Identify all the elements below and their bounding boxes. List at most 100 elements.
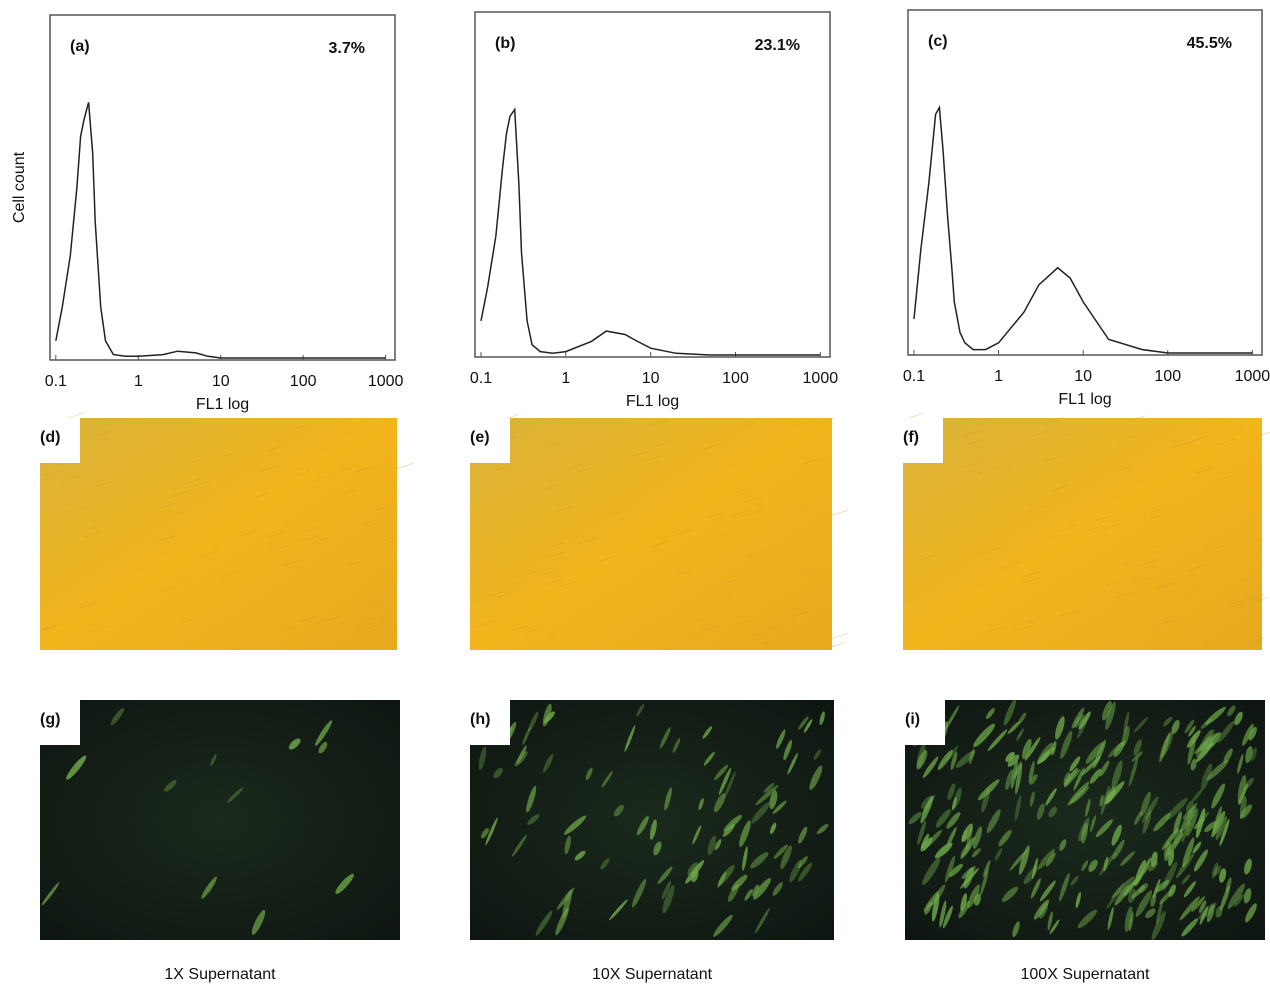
cell	[773, 844, 789, 859]
cell	[1088, 859, 1098, 872]
cell	[1183, 881, 1196, 898]
cell	[478, 746, 487, 771]
cell	[967, 884, 980, 909]
cell	[944, 855, 956, 883]
cell	[920, 795, 934, 824]
cell	[1193, 817, 1206, 830]
cell-texture	[300, 535, 319, 542]
cell-texture	[374, 541, 393, 548]
panel-label: (i)	[905, 711, 920, 728]
cell	[480, 828, 489, 839]
cell	[1069, 756, 1081, 772]
percentage: 45.5%	[1187, 35, 1232, 52]
cell	[1219, 818, 1230, 847]
cell	[251, 909, 266, 935]
cell	[1123, 711, 1130, 734]
cell	[1142, 810, 1152, 834]
fluorescence-image	[470, 700, 834, 940]
cell	[1121, 725, 1130, 747]
cell-texture	[1227, 423, 1247, 431]
cell	[1073, 767, 1085, 791]
cell	[1213, 865, 1222, 876]
cell-texture	[1059, 610, 1078, 617]
cell	[1014, 795, 1022, 821]
cell	[1145, 908, 1156, 919]
cell	[1159, 889, 1173, 905]
cell	[987, 729, 1008, 752]
cell	[1036, 803, 1045, 820]
cell	[1081, 755, 1101, 776]
histogram-line	[480, 107, 821, 356]
x-axis-label: FL1 log	[1058, 391, 1111, 408]
cell	[1123, 880, 1136, 897]
cell	[1234, 711, 1243, 726]
cell	[798, 716, 809, 730]
cell	[1048, 806, 1058, 818]
cell	[723, 771, 736, 799]
cell	[803, 719, 813, 733]
cell	[1237, 774, 1247, 805]
cell	[1193, 849, 1208, 872]
cell-texture	[723, 577, 742, 584]
cell-texture	[363, 517, 382, 525]
x-axis-label: FL1 log	[626, 393, 679, 410]
cell	[713, 764, 729, 781]
cell	[288, 738, 301, 750]
cell	[950, 751, 958, 771]
cell-texture	[631, 450, 650, 457]
cell	[1168, 850, 1175, 867]
cell	[717, 864, 735, 886]
cell-texture	[1025, 616, 1045, 624]
cell-texture	[709, 532, 728, 540]
cell	[636, 703, 645, 717]
x-tick-label: 1	[561, 370, 570, 387]
cell-texture	[789, 504, 808, 511]
x-tick-label: 1000	[368, 373, 404, 390]
cell-texture	[793, 420, 812, 427]
cell	[1024, 737, 1041, 761]
cell-texture	[1187, 564, 1206, 572]
cell	[752, 884, 760, 897]
cell-texture	[700, 625, 719, 633]
cell-texture	[1194, 548, 1213, 556]
cell	[1242, 723, 1254, 746]
cell	[1142, 796, 1159, 823]
cell	[1151, 911, 1166, 941]
cell-texture	[741, 417, 760, 425]
cell	[1192, 841, 1202, 854]
cell-texture	[79, 601, 98, 609]
cell	[1018, 845, 1030, 875]
cell	[662, 885, 675, 914]
fluorescence-image	[40, 700, 400, 940]
x-tick-label: 1	[134, 373, 143, 390]
cell	[1223, 748, 1233, 764]
cell	[1037, 848, 1055, 870]
panel-label: (b)	[495, 35, 515, 52]
cell-texture	[60, 475, 80, 482]
cell	[1227, 883, 1246, 909]
cell-texture	[331, 467, 350, 475]
cell	[961, 823, 973, 842]
cell-texture	[284, 559, 303, 566]
cell-texture	[1045, 416, 1064, 424]
cell-texture	[713, 591, 732, 598]
cell-texture	[284, 520, 303, 527]
cell	[1099, 794, 1104, 807]
cell-texture	[67, 506, 86, 513]
cell	[939, 900, 947, 928]
cell-texture	[1245, 594, 1265, 601]
cell-texture	[1081, 526, 1100, 534]
cell	[1204, 728, 1215, 755]
cell-texture	[192, 480, 212, 487]
cell	[1064, 768, 1081, 788]
cell-texture	[1031, 430, 1050, 437]
cell	[1128, 888, 1137, 904]
cell	[574, 850, 586, 861]
cell	[1012, 921, 1020, 938]
cell	[1163, 716, 1173, 727]
cell	[1198, 902, 1217, 920]
cell	[1206, 732, 1222, 750]
cell	[1081, 860, 1089, 872]
cell	[1181, 918, 1199, 937]
cell	[1244, 858, 1252, 875]
